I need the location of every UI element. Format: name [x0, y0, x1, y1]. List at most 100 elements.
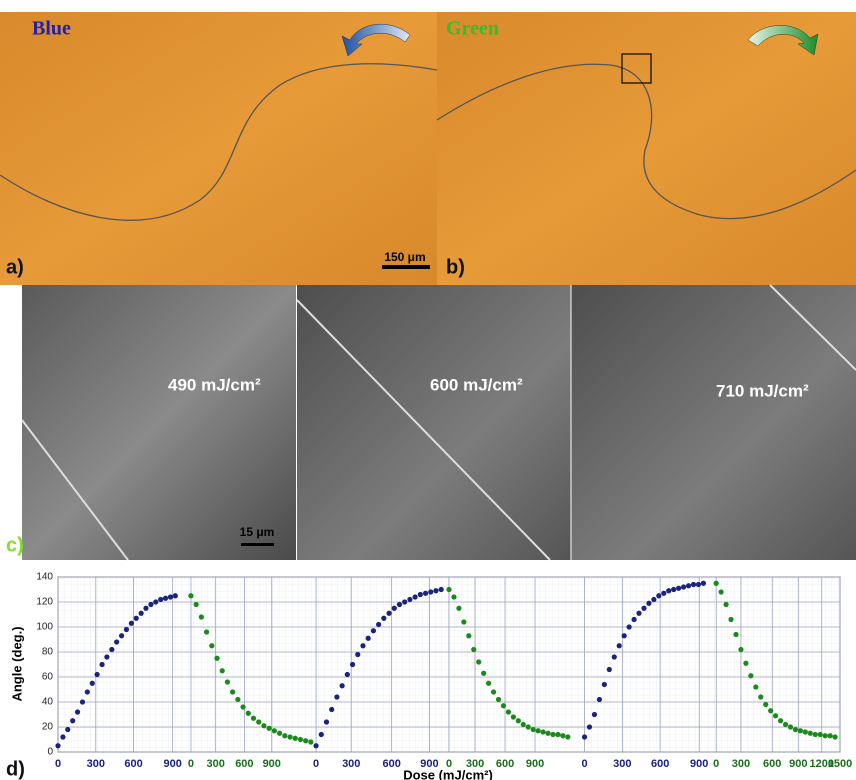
x-tick-label: 600 — [651, 758, 669, 770]
y-tick-label: 40 — [42, 697, 54, 708]
point — [813, 732, 818, 737]
point — [491, 689, 496, 694]
x-tick-label: 600 — [763, 758, 781, 770]
point — [413, 594, 418, 599]
point — [501, 703, 506, 708]
point — [433, 588, 438, 593]
point — [481, 671, 486, 676]
y-tick-label: 100 — [36, 622, 53, 633]
point — [471, 647, 476, 652]
point — [308, 739, 313, 744]
point — [661, 591, 666, 596]
point — [65, 727, 70, 732]
point — [832, 734, 837, 739]
point — [439, 587, 444, 592]
point — [686, 583, 691, 588]
point — [456, 606, 461, 611]
point — [104, 654, 109, 659]
photo-c1 — [22, 285, 297, 560]
point — [743, 661, 748, 666]
x-tick-label: 600 — [124, 758, 142, 770]
point — [476, 659, 481, 664]
point — [763, 702, 768, 707]
point — [392, 606, 397, 611]
point — [360, 643, 365, 648]
point — [188, 593, 193, 598]
point — [158, 597, 163, 602]
point — [397, 602, 402, 607]
dose-label: 490 mJ/cm² — [168, 375, 261, 394]
point — [631, 617, 636, 622]
x-tick-label: 300 — [732, 758, 750, 770]
point — [129, 621, 134, 626]
x-tick-label: 900 — [164, 758, 182, 770]
point — [768, 708, 773, 713]
point — [303, 738, 308, 743]
point — [827, 733, 832, 738]
point — [641, 606, 646, 611]
point — [696, 582, 701, 587]
photo-c3 — [571, 285, 856, 560]
point — [627, 624, 632, 629]
x-tick-label: 0 — [713, 758, 719, 770]
point — [719, 589, 724, 594]
point — [251, 716, 256, 721]
point — [612, 654, 617, 659]
point — [506, 709, 511, 714]
x-tick-label: 900 — [263, 758, 281, 770]
x-tick-label: 0 — [313, 758, 319, 770]
point — [818, 732, 823, 737]
point — [240, 704, 245, 709]
point — [714, 581, 719, 586]
point — [75, 709, 80, 714]
x-tick-label: 900 — [420, 758, 438, 770]
point — [778, 718, 783, 723]
point — [651, 597, 656, 602]
x-tick-label: 0 — [55, 758, 61, 770]
point — [758, 694, 763, 699]
y-tick-label: 140 — [36, 572, 53, 583]
point — [446, 587, 451, 592]
point — [466, 633, 471, 638]
point — [119, 633, 124, 638]
photo-a — [0, 12, 437, 285]
point — [319, 732, 324, 737]
point — [366, 636, 371, 641]
point — [95, 672, 100, 677]
point — [597, 697, 602, 702]
point — [277, 731, 282, 736]
point — [602, 682, 607, 687]
point — [204, 629, 209, 634]
point — [99, 662, 104, 667]
x-tick-label: 900 — [789, 758, 807, 770]
point — [418, 592, 423, 597]
y-tick-label: 80 — [42, 647, 54, 658]
point — [823, 733, 828, 738]
point — [592, 712, 597, 717]
point — [214, 656, 219, 661]
point — [676, 586, 681, 591]
point — [461, 619, 466, 624]
x-tick-label: 300 — [342, 758, 360, 770]
point — [153, 599, 158, 604]
dose-label: 600 mJ/cm² — [430, 375, 523, 394]
point — [636, 611, 641, 616]
point — [753, 684, 758, 689]
point — [287, 734, 292, 739]
point — [235, 697, 240, 702]
point — [402, 599, 407, 604]
x-tick-label: 900 — [526, 758, 544, 770]
point — [701, 581, 706, 586]
point — [773, 713, 778, 718]
point — [428, 589, 433, 594]
x-tick-label: 900 — [690, 758, 708, 770]
point — [90, 681, 95, 686]
point — [407, 597, 412, 602]
point — [723, 602, 728, 607]
x-tick-label: 0 — [581, 758, 587, 770]
point — [371, 628, 376, 633]
point — [261, 723, 266, 728]
point — [225, 679, 230, 684]
point — [560, 733, 565, 738]
point — [267, 726, 272, 731]
